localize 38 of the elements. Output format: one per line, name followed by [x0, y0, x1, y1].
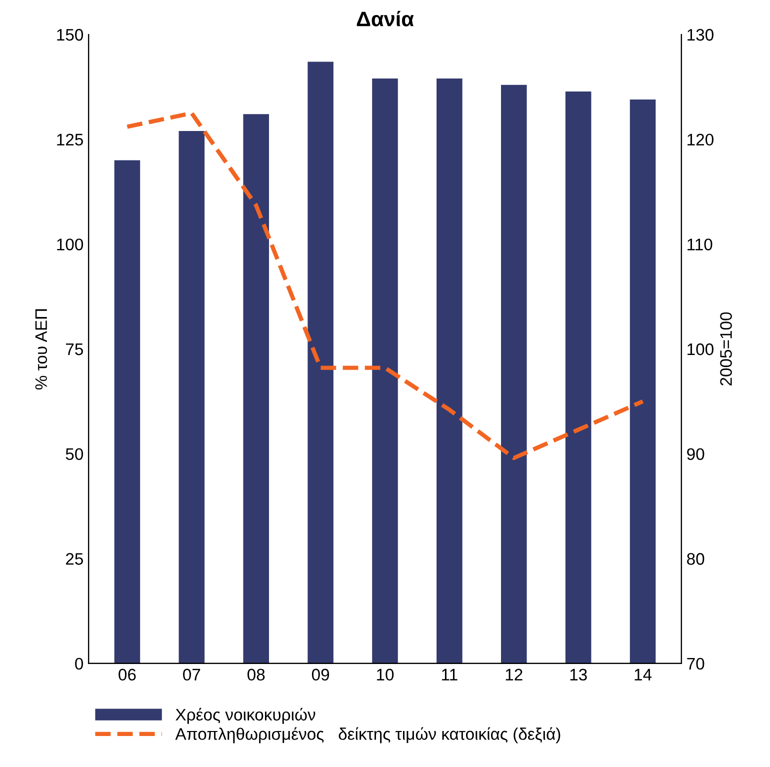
x-tick-label: 11 — [442, 668, 458, 680]
bar — [565, 92, 592, 664]
bar — [114, 160, 140, 664]
legend-label: Αποπληθωρισμένος δείκτης τιμών κατοικίας (δεξιά) — [175, 727, 560, 744]
bar — [501, 84, 527, 664]
y-tick-label: 50 — [66, 448, 84, 460]
y2-tick-label: 80 — [687, 553, 704, 565]
bar — [308, 62, 334, 664]
x-tick-label: 13 — [570, 668, 587, 681]
y2-tick-label: 120 — [688, 134, 714, 146]
x-tick-label: 10 — [377, 668, 394, 681]
y2-tick-label: 90 — [687, 448, 704, 460]
bar — [630, 100, 656, 664]
y-axis-title: % του ΑΕΠ — [35, 309, 48, 390]
bar — [243, 114, 269, 664]
legend-label: Χρέος νοικοκυριών — [176, 708, 316, 724]
bar — [372, 78, 398, 664]
y-tick-label: 75 — [66, 344, 83, 356]
bar — [178, 130, 205, 664]
bar — [436, 78, 462, 664]
y2-axis-title: 2005=100 — [720, 312, 732, 386]
y-tick-label: 125 — [57, 134, 83, 146]
y2-tick-label: 70 — [687, 658, 704, 670]
x-tick-label: 12 — [506, 668, 522, 680]
y2-tick-label: 110 — [688, 238, 712, 250]
y-tick-label: 0 — [75, 658, 84, 670]
y2-tick-label: 130 — [688, 28, 714, 41]
y-tick-label: 100 — [57, 238, 84, 250]
y-tick-label: 25 — [66, 553, 83, 565]
x-tick-label: 14 — [634, 668, 652, 680]
x-tick-label: 07 — [183, 668, 200, 681]
chart-title: Δανία — [356, 10, 414, 26]
x-tick-label: 09 — [312, 668, 330, 681]
line-series — [125, 111, 645, 460]
x-tick-label: 06 — [118, 668, 136, 681]
x-tick-label: 08 — [247, 668, 265, 681]
y2-tick-label: 100 — [688, 343, 714, 356]
y-tick-label: 150 — [57, 28, 84, 41]
